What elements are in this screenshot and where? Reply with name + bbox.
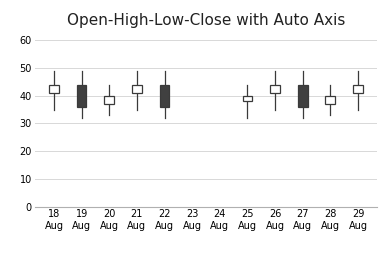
- Bar: [243, 96, 252, 101]
- Bar: [104, 96, 114, 104]
- Bar: [77, 85, 87, 107]
- Bar: [160, 85, 169, 107]
- Bar: [49, 85, 59, 93]
- Bar: [353, 85, 363, 93]
- Bar: [298, 85, 308, 107]
- Bar: [325, 96, 335, 104]
- Bar: [270, 85, 280, 93]
- Title: Open-High-Low-Close with Auto Axis: Open-High-Low-Close with Auto Axis: [67, 13, 345, 28]
- Bar: [132, 85, 142, 93]
